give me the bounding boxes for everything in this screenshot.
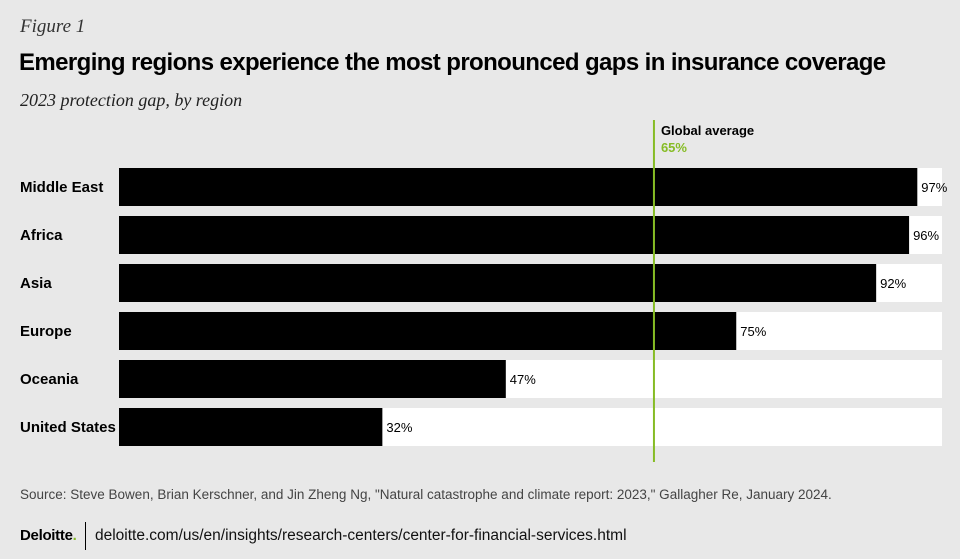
bar-chart: Middle East 97% Africa 96% Asia 92% Europe 75% O… [20, 120, 948, 462]
bar [119, 216, 910, 254]
bar [119, 312, 737, 350]
value-label: 97% [921, 180, 947, 195]
value-label: 47% [510, 372, 536, 387]
category-label: Oceania [20, 371, 79, 388]
category-label: Asia [20, 275, 52, 292]
global-average-label: Global average [661, 123, 754, 138]
bar [119, 408, 383, 446]
global-average-value: 65% [661, 140, 687, 155]
value-label: 92% [880, 276, 906, 291]
footer-url[interactable]: deloitte.com/us/en/insights/research-cen… [95, 527, 627, 544]
category-label: United States [20, 419, 116, 436]
logo-dot: . [72, 527, 77, 544]
chart-subtitle: 2023 protection gap, by region [20, 90, 243, 110]
category-label: Africa [20, 227, 63, 244]
bar [119, 264, 877, 302]
value-label: 96% [913, 228, 939, 243]
footer-divider [85, 522, 86, 550]
logo-text: Deloitte [20, 527, 73, 544]
category-label: Middle East [20, 179, 103, 196]
bar [119, 360, 506, 398]
deloitte-logo: Deloitte. [20, 527, 77, 544]
chart-title: Emerging regions experience the most pro… [19, 49, 886, 76]
figure-label: Figure 1 [20, 16, 86, 37]
source-note: Source: Steve Bowen, Brian Kerschner, an… [20, 487, 832, 502]
category-label: Europe [20, 323, 72, 340]
value-label: 75% [740, 324, 766, 339]
bar [119, 168, 918, 206]
value-label: 32% [386, 420, 412, 435]
